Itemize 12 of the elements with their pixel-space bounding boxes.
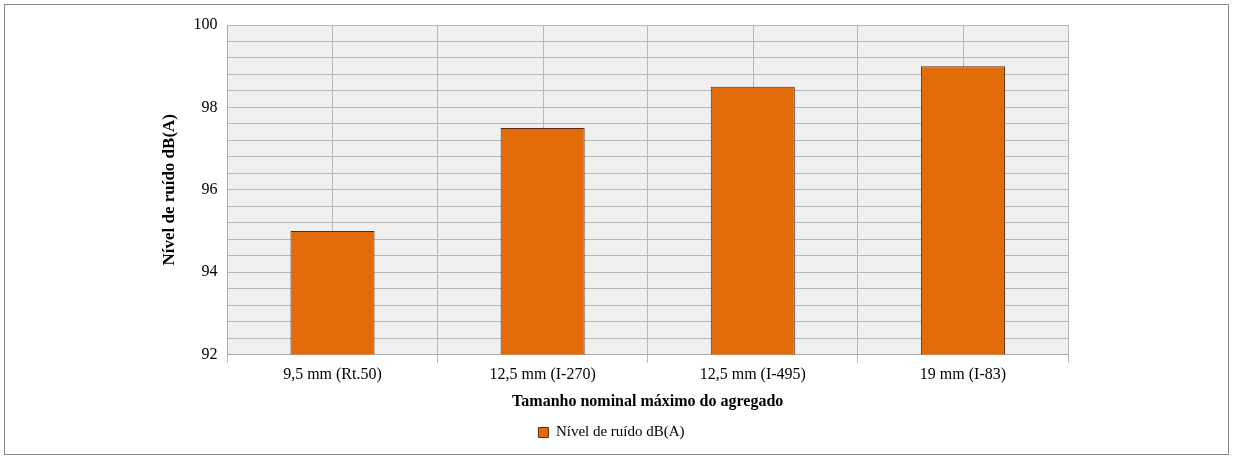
y-tick-label: 92 bbox=[201, 344, 218, 362]
x-tick-label: 9,5 mm (Rt.50) bbox=[283, 365, 382, 384]
x-tick-label: 12,5 mm (I-270) bbox=[489, 365, 596, 384]
x-tick-label: 19 mm (I-83) bbox=[919, 365, 1007, 384]
y-tick-label: 98 bbox=[201, 97, 218, 115]
legend-label: Nível de ruído dB(A) bbox=[555, 423, 685, 441]
y-tick-label: 96 bbox=[201, 180, 218, 197]
y-tick-label: 94 bbox=[201, 262, 218, 280]
x-axis-title: Tamanho nominal máximo do agregado bbox=[512, 391, 784, 410]
y-axis-title: Nível de ruído dB(A) bbox=[158, 114, 178, 266]
x-tick-label: 12,5 mm (I-495) bbox=[699, 365, 806, 384]
y-tick-label: 100 bbox=[193, 15, 218, 33]
